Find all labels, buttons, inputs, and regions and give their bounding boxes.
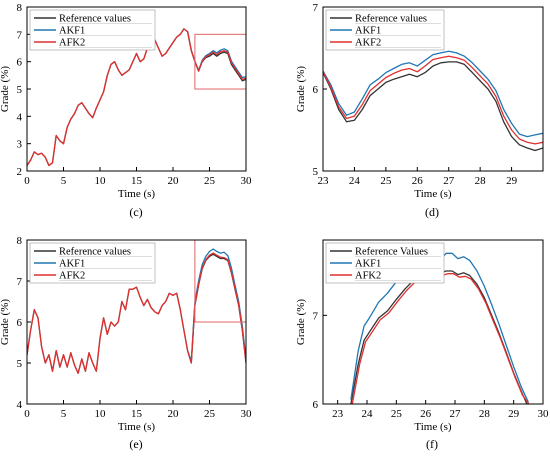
panel-e-xtick-label-3: 15 (131, 408, 143, 420)
panel-e-legend-label-0: Reference values (59, 247, 131, 258)
panel-d-xtick-label-5: 28 (475, 175, 487, 187)
panel-f-xtick-label-4: 27 (450, 408, 462, 420)
panel-e-legend-label-2: AFK2 (59, 271, 85, 282)
panel-d-ytick-label-0: 5 (313, 166, 319, 178)
panel-c-ytick-label-2: 4 (17, 111, 23, 123)
panel-e-highlight-box (194, 239, 247, 323)
panel-c-ytick-label-5: 7 (17, 29, 23, 41)
panel-d-legend-label-0: Reference values (355, 14, 427, 25)
panel-e-chart: 0 5 10 15 20 25 30 4 5 6 7 8 Time (s) Grade (%) (e) Ref… (0, 235, 252, 451)
panel-f-xtick-label-3: 26 (420, 408, 432, 420)
panel-d-ytick-label-1: 6 (313, 84, 319, 96)
panel-e-xlabel: Time (s) (118, 421, 156, 433)
panel-e-xtick-label-6: 30 (241, 408, 253, 420)
panel-c-xtick-label-0: 0 (24, 175, 30, 187)
panel-c-ytick-label-4: 6 (17, 57, 23, 69)
panel-c-ytick-label-6: 8 (17, 2, 23, 14)
panel-f-xlabel: Time (s) (414, 421, 452, 433)
panel-c-legend-label-0: Reference values (59, 14, 131, 25)
panel-d-chart: 23 24 25 26 27 28 29 5 6 7 Time (s) Grade (%) (d) Ref… (295, 2, 544, 219)
panel-d-ylabel: Grade (%) (295, 66, 307, 112)
panel-e-series-line-1 (186, 248, 246, 362)
panel-e-xtick-label-2: 10 (95, 408, 107, 420)
panel-e-ytick-label-2: 6 (17, 317, 23, 329)
panel-f-chart: 23 24 25 26 27 28 29 30 6 7 Time (s) Grade (%) (f) Re… (295, 239, 550, 451)
panel-c-xtick-label-6: 30 (241, 175, 253, 187)
panel-d-series-line-0 (323, 61, 543, 152)
panel-d-xlabel: Time (s) (414, 188, 452, 200)
panel-e-series-line-2 (27, 252, 246, 374)
panel-d-caption: (d) (425, 205, 439, 219)
panel-c-xtick-label-4: 20 (168, 175, 180, 187)
panel-f-xtick-label-2: 25 (391, 408, 403, 420)
panel-d-xtick-label-3: 26 (412, 175, 424, 187)
panel-c-xtick-label-2: 10 (95, 175, 107, 187)
panel-e-ytick-label-3: 7 (17, 276, 23, 288)
panel-c-xtick-label-1: 5 (61, 175, 67, 187)
panel-f-xtick-label-5: 28 (479, 408, 491, 420)
panel-e-xtick-label-5: 25 (204, 408, 216, 420)
panel-f-legend-label-2: AFK2 (355, 271, 381, 282)
panel-f-legend-label-1: AKF1 (355, 259, 381, 270)
panel-c-caption: (c) (129, 205, 142, 219)
panel-c-legend-label-2: AFK2 (59, 38, 85, 49)
panel-e-series-group (27, 248, 246, 374)
panel-f-ytick-label-0: 6 (313, 399, 319, 411)
panel-f-xtick-label-7: 30 (538, 408, 550, 420)
panel-f-xtick-label-1: 24 (362, 408, 374, 420)
panel-f-series-line-2 (351, 273, 530, 404)
panel-d-ytick-label-2: 7 (313, 2, 319, 14)
panel-e-ylabel: Grade (%) (0, 299, 11, 345)
panel-d-legend-label-1: AKF1 (355, 26, 381, 37)
panel-c-ylabel: Grade (%) (0, 66, 11, 112)
panel-d-xtick-label-6: 29 (506, 175, 518, 187)
panel-d-xtick-label-4: 27 (443, 175, 455, 187)
panel-e-ytick-label-4: 8 (17, 235, 23, 247)
panel-c-ytick-label-0: 2 (17, 166, 23, 178)
panel-f-axes-frame (322, 239, 544, 405)
panel-d-series-line-1 (323, 50, 543, 138)
panel-d-xtick-label-0: 23 (318, 175, 330, 187)
panel-f-xtick-label-0: 23 (332, 408, 344, 420)
panel-c-xtick-label-3: 15 (131, 175, 143, 187)
panel-e-xtick-label-1: 5 (61, 408, 67, 420)
panel-d-xtick-label-1: 24 (349, 175, 361, 187)
panel-e-xtick-label-4: 20 (168, 408, 180, 420)
panel-e-caption: (e) (129, 437, 142, 451)
panel-c-xtick-label-5: 25 (204, 175, 216, 187)
panel-d-series-line-2 (323, 55, 543, 145)
panel-c-ytick-label-3: 5 (17, 84, 23, 96)
panel-f-caption: (f) (426, 437, 438, 451)
panel-d-xtick-label-2: 25 (380, 175, 392, 187)
panel-d-legend-label-2: AKF2 (355, 38, 381, 49)
panel-e-ytick-label-0: 4 (17, 399, 23, 411)
panel-e-ytick-label-1: 5 (17, 358, 23, 370)
panel-c-series-group (27, 28, 246, 167)
panel-e-legend-label-1: AKF1 (59, 259, 85, 270)
panel-c-xlabel: Time (s) (118, 188, 156, 200)
panel-c-ytick-label-1: 3 (17, 139, 23, 151)
panel-c-series-line-2 (27, 28, 246, 167)
panel-c-chart: 0 5 10 15 20 25 30 2 3 4 5 6 7 8 Time (s) Grade (%) (c) R… (0, 2, 252, 219)
panel-f-ytick-label-1: 7 (313, 310, 319, 322)
panel-e-xtick-label-0: 0 (24, 408, 30, 420)
panel-c-legend-label-1: AKF1 (59, 26, 85, 37)
panel-f-legend-label-0: Reference Values (355, 247, 428, 258)
panel-f-xtick-label-6: 29 (508, 408, 520, 420)
panel-f-ylabel: Grade (%) (295, 299, 307, 345)
panel-d-series-group (323, 50, 543, 152)
